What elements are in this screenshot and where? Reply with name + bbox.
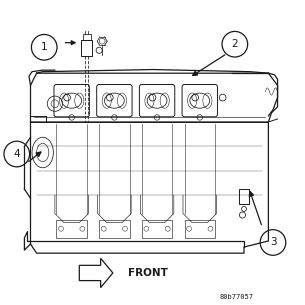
Bar [239,189,249,204]
Bar [99,220,130,238]
Text: 2: 2 [231,39,238,49]
Bar [185,220,215,238]
Text: 1: 1 [41,42,48,52]
Bar [81,40,92,56]
Text: 80b77057: 80b77057 [220,293,253,300]
Bar [56,220,87,238]
Text: 3: 3 [270,238,276,247]
Bar [142,220,172,238]
Bar [83,34,91,40]
Text: FRONT: FRONT [128,268,168,278]
Text: 4: 4 [13,149,20,159]
